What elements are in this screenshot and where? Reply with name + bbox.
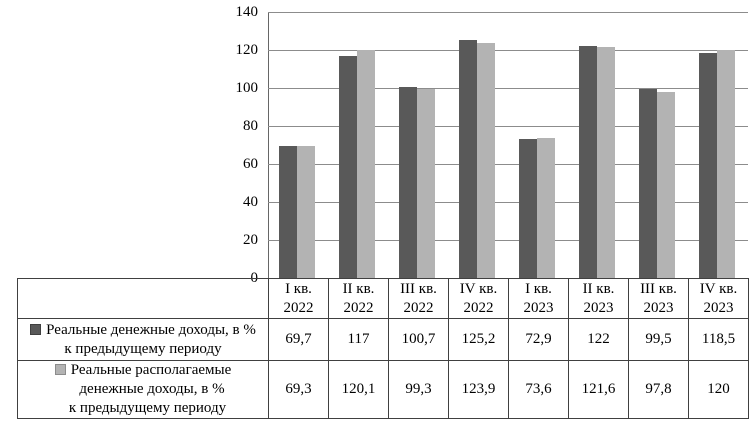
bar-series1-cat1 bbox=[279, 146, 297, 278]
bar-series1-cat7 bbox=[639, 89, 657, 278]
category-quarter-label: IV кв. bbox=[459, 280, 498, 297]
plot-area bbox=[268, 12, 748, 278]
bar-series1-cat6 bbox=[579, 46, 597, 278]
category-header-cell: III кв. 2022 bbox=[388, 278, 449, 319]
y-axis-tick-label: 80 bbox=[243, 118, 258, 134]
y-axis-tick-label: 40 bbox=[243, 194, 258, 210]
category-header-cell: II кв. 2022 bbox=[328, 278, 389, 319]
bar-series1-cat3 bbox=[399, 87, 417, 278]
bar-series2-cat8 bbox=[717, 50, 735, 278]
y-axis-tick-label: 120 bbox=[235, 42, 259, 58]
category-header-cell: II кв. 2023 bbox=[568, 278, 629, 319]
gridline-80 bbox=[268, 126, 748, 127]
gridline-140 bbox=[268, 12, 748, 13]
category-header-cell: IV кв. 2022 bbox=[448, 278, 509, 319]
bar-series2-cat2 bbox=[357, 50, 375, 278]
value-cell-series1-cat4: 125,2 bbox=[448, 318, 509, 361]
value-cell-series1-cat3: 100,7 bbox=[388, 318, 449, 361]
value-cell-series1-cat7: 99,5 bbox=[628, 318, 689, 361]
series-label-line: к предыдущему периоду bbox=[64, 340, 222, 357]
series-label-line: Реальные денежные доходы, в % bbox=[19, 321, 268, 340]
gridline-20 bbox=[268, 240, 748, 241]
value-cell-series1-cat1: 69,7 bbox=[268, 318, 329, 361]
bar-series2-cat6 bbox=[597, 47, 615, 278]
series-label-line: Реальные располагаемые bbox=[19, 362, 268, 381]
category-year-label: 2022 bbox=[283, 299, 314, 316]
series-label-line: денежные доходы, в % bbox=[79, 381, 225, 397]
gridline-60 bbox=[268, 164, 748, 165]
y-axis-tick-label: 100 bbox=[235, 80, 259, 96]
legend-marker-icon bbox=[54, 364, 66, 375]
bar-series1-cat5 bbox=[519, 139, 537, 278]
series-label-text: Реальные денежные доходы, в % bbox=[46, 321, 256, 338]
category-year-label: 2023 bbox=[643, 299, 674, 316]
category-quarter-label: II кв. bbox=[342, 280, 375, 297]
bar-series2-cat3 bbox=[417, 89, 435, 278]
value-cell-series2-cat5: 73,6 bbox=[508, 360, 569, 419]
legend-marker-icon bbox=[30, 323, 42, 335]
category-header-cell: I кв. 2022 bbox=[268, 278, 329, 319]
gridline-120 bbox=[268, 50, 748, 51]
category-year-label: 2023 bbox=[703, 299, 734, 316]
value-cell-series1-cat6: 122 bbox=[568, 318, 629, 361]
value-cell-series2-cat3: 99,3 bbox=[388, 360, 449, 419]
table-corner-cell bbox=[17, 278, 269, 319]
category-year-label: 2022 bbox=[403, 299, 434, 316]
value-cell-series2-cat7: 97,8 bbox=[628, 360, 689, 419]
gridline-40 bbox=[268, 202, 748, 203]
series-legend-cell: Реальные располагаемые денежные доходы, в… bbox=[17, 360, 269, 419]
value-cell-series2-cat8: 120 bbox=[688, 360, 749, 419]
category-quarter-label: I кв. bbox=[525, 280, 552, 297]
series-label-text: Реальные располагаемые bbox=[70, 362, 232, 378]
series-label-line: к предыдущему периоду bbox=[68, 400, 227, 416]
category-year-label: 2023 bbox=[523, 299, 554, 316]
value-cell-series2-cat1: 69,3 bbox=[268, 360, 329, 419]
chart-data-table: I кв. 2022 II кв. 2022 III кв. 2022 IV кв. 2022… bbox=[17, 278, 749, 419]
bar-series1-cat8 bbox=[699, 53, 717, 278]
y-axis-line bbox=[268, 12, 269, 278]
series-legend-cell: Реальные денежные доходы, в % к предыдуще… bbox=[17, 318, 269, 361]
bar-series2-cat7 bbox=[657, 92, 675, 278]
category-quarter-label: IV кв. bbox=[699, 280, 738, 297]
bar-series2-cat1 bbox=[297, 146, 315, 278]
gridline-100 bbox=[268, 88, 748, 89]
category-quarter-label: III кв. bbox=[640, 280, 677, 297]
category-quarter-label: II кв. bbox=[582, 280, 615, 297]
value-cell-series2-cat2: 120,1 bbox=[328, 360, 389, 419]
value-cell-series1-cat8: 118,5 bbox=[688, 318, 749, 361]
bar-series2-cat4 bbox=[477, 43, 495, 278]
bar-series1-cat4 bbox=[459, 40, 477, 278]
value-cell-series1-cat2: 117 bbox=[328, 318, 389, 361]
category-header-cell: IV кв. 2023 bbox=[688, 278, 749, 319]
y-axis-tick-label: 140 bbox=[235, 4, 259, 20]
bar-series2-cat5 bbox=[537, 138, 555, 278]
bar-series1-cat2 bbox=[339, 56, 357, 278]
y-axis-tick-label: 20 bbox=[243, 232, 258, 248]
value-cell-series1-cat5: 72,9 bbox=[508, 318, 569, 361]
category-header-cell: I кв. 2023 bbox=[508, 278, 569, 319]
category-quarter-label: I кв. bbox=[285, 280, 312, 297]
category-header-cell: III кв. 2023 bbox=[628, 278, 689, 319]
category-year-label: 2023 bbox=[583, 299, 614, 316]
category-year-label: 2022 bbox=[463, 299, 494, 316]
category-quarter-label: III кв. bbox=[400, 280, 437, 297]
value-cell-series2-cat6: 121,6 bbox=[568, 360, 629, 419]
y-axis-tick-label: 60 bbox=[243, 156, 258, 172]
value-cell-series2-cat4: 123,9 bbox=[448, 360, 509, 419]
category-year-label: 2022 bbox=[343, 299, 374, 316]
